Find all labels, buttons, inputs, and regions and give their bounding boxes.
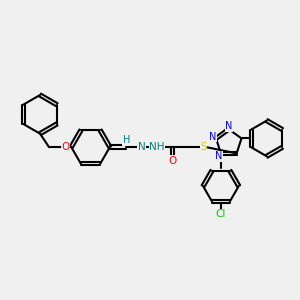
Text: O: O [61, 142, 69, 152]
Text: N: N [138, 142, 146, 152]
Text: NH: NH [149, 142, 165, 152]
Text: Cl: Cl [216, 209, 226, 219]
Text: N: N [215, 152, 222, 161]
Text: N: N [209, 132, 216, 142]
Text: O: O [169, 156, 177, 166]
Text: N: N [225, 121, 232, 131]
Text: S: S [200, 142, 207, 152]
Text: H: H [122, 136, 130, 146]
